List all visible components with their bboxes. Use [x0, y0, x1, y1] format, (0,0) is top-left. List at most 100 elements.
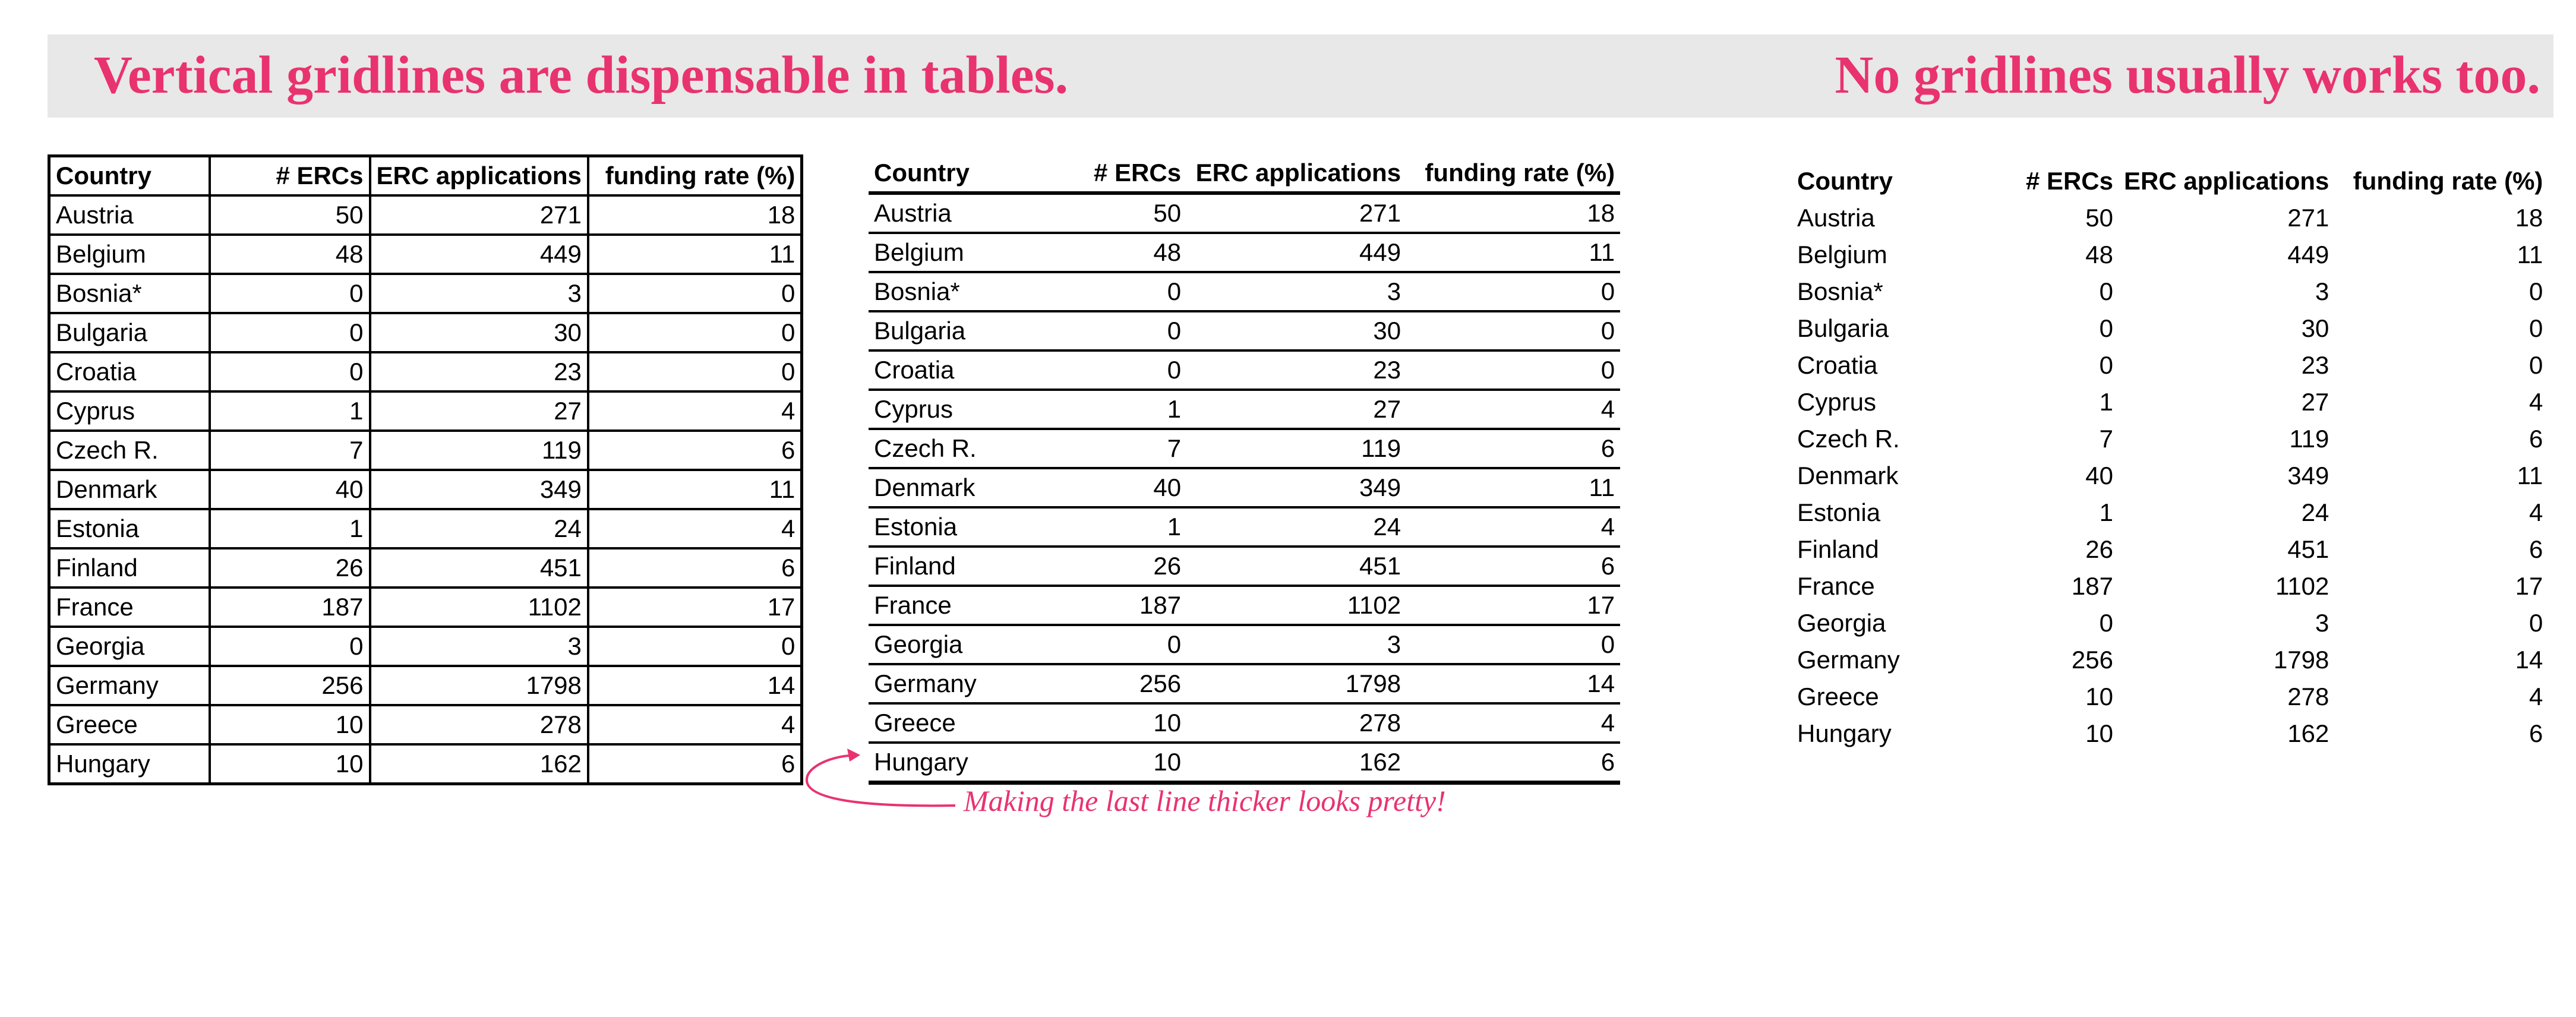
cell-ercs: 0: [2099, 351, 2113, 379]
cell-erc-applications: 449: [1186, 233, 1407, 273]
cell-funding-rate: 4: [2529, 498, 2543, 526]
cell-ercs: 0: [208, 312, 371, 353]
table-full-gridlines: Country # ERCs ERC applications funding rat…: [48, 154, 804, 785]
cell-ercs: 1: [1088, 507, 1187, 548]
cell-funding-rate: 0: [2529, 314, 2543, 342]
table-row: Croatia 0 23 0: [869, 350, 1621, 391]
cell-erc-applications: 3: [1186, 272, 1407, 312]
cell-ercs: 0: [208, 351, 371, 393]
cell-erc-applications: 27: [1186, 390, 1407, 430]
cell-country: Georgia: [48, 626, 211, 667]
cell-ercs: 0: [208, 626, 371, 667]
cell-erc-applications: 119: [368, 429, 589, 471]
cell-funding-rate: 18: [2515, 204, 2543, 232]
cell-funding-rate: 6: [2529, 425, 2543, 453]
cell-country: Denmark: [869, 468, 1088, 508]
cell-country: France: [48, 586, 211, 628]
table-row: France 187 1102 17: [869, 586, 1621, 626]
cell-funding-rate: 14: [2515, 646, 2543, 674]
cell-funding-rate: 4: [1406, 507, 1621, 548]
cell-erc-applications: 3: [2315, 609, 2329, 637]
header-funding-rate: funding rate (%): [1406, 154, 1621, 195]
cell-country: Estonia: [869, 507, 1088, 548]
cell-country: Germany: [48, 665, 211, 706]
table-row: Greece 10 278 4: [1792, 678, 2548, 715]
cell-ercs: 50: [1088, 193, 1187, 234]
cell-ercs: 26: [2085, 535, 2113, 563]
title-banner: [48, 34, 2553, 118]
table-row: Estonia 1 24 4: [48, 508, 803, 549]
cell-ercs: 0: [1088, 272, 1187, 312]
cell-country: Croatia: [869, 350, 1088, 391]
table-row: Hungary 10 162 6: [869, 743, 1621, 785]
cell-funding-rate: 17: [586, 586, 803, 628]
cell-funding-rate: 11: [2517, 241, 2543, 269]
cell-country: Belgium: [869, 233, 1088, 273]
table-row: Georgia 0 3 0: [869, 625, 1621, 665]
cell-ercs: 1: [2099, 498, 2113, 526]
cell-ercs: 1: [208, 508, 371, 549]
cell-funding-rate: 4: [1406, 703, 1621, 744]
cell-erc-applications: 162: [2287, 719, 2329, 747]
cell-erc-applications: 451: [368, 547, 589, 589]
header-ercs: # ERCs: [208, 154, 371, 197]
cell-funding-rate: 14: [1406, 664, 1621, 705]
cell-ercs: 256: [2071, 646, 2113, 674]
table-header-row: Country # ERCs ERC applications funding rat…: [1792, 163, 2548, 200]
cell-erc-applications: 349: [1186, 468, 1407, 508]
cell-ercs: 48: [2085, 241, 2113, 269]
cell-country: Finland: [869, 547, 1088, 587]
cell-ercs: 48: [208, 233, 371, 275]
cell-erc-applications: 349: [2287, 462, 2329, 489]
cell-funding-rate: 6: [586, 547, 803, 589]
cell-funding-rate: 0: [586, 273, 803, 314]
cell-erc-applications: 451: [2287, 535, 2329, 563]
table-row: Czech R. 7 119 6: [48, 429, 803, 471]
cell-funding-rate: 18: [1406, 193, 1621, 234]
cell-ercs: 256: [1088, 664, 1187, 705]
table-row: Germany 256 1798 14: [48, 665, 803, 706]
cell-country: Bulgaria: [869, 311, 1088, 352]
cell-funding-rate: 18: [586, 194, 803, 236]
table-row: Estonia 1 24 4: [869, 507, 1621, 548]
table-row: Estonia 1 24 4: [1792, 494, 2548, 531]
cell-country: Croatia: [1797, 351, 1878, 379]
cell-erc-applications: 23: [2301, 351, 2329, 379]
table-row: Hungary 10 162 6: [1792, 715, 2548, 752]
cell-country: Belgium: [1797, 241, 1887, 269]
cell-funding-rate: 4: [586, 390, 803, 432]
cell-ercs: 0: [1088, 350, 1187, 391]
cell-ercs: 40: [1088, 468, 1187, 508]
cell-ercs: 7: [208, 429, 371, 471]
table-row: Georgia 0 3 0: [48, 626, 803, 667]
cell-erc-applications: 27: [368, 390, 589, 432]
cell-erc-applications: 3: [1186, 625, 1407, 665]
table-horizontal-gridlines: Country # ERCs ERC applications funding rat…: [869, 154, 1621, 785]
cell-erc-applications: 278: [1186, 703, 1407, 744]
cell-funding-rate: 11: [586, 469, 803, 510]
curved-arrow-icon: [805, 748, 956, 807]
cell-funding-rate: 6: [1406, 429, 1621, 469]
cell-funding-rate: 0: [2529, 609, 2543, 637]
cell-erc-applications: 23: [368, 351, 589, 393]
cell-country: Austria: [869, 193, 1088, 234]
cell-funding-rate: 4: [2529, 683, 2543, 710]
cell-erc-applications: 451: [1186, 547, 1407, 587]
cell-ercs: 1: [208, 390, 371, 432]
cell-funding-rate: 6: [586, 743, 803, 785]
table-row: France 187 1102 17: [48, 586, 803, 628]
cell-funding-rate: 0: [1406, 625, 1621, 665]
cell-country: Germany: [1797, 646, 1900, 674]
cell-funding-rate: 6: [1406, 743, 1621, 785]
cell-country: Hungary: [48, 743, 211, 785]
cell-erc-applications: 162: [368, 743, 589, 785]
cell-country: Austria: [48, 194, 211, 236]
cell-ercs: 0: [1088, 311, 1187, 352]
table-row: Greece 10 278 4: [48, 704, 803, 746]
cell-funding-rate: 4: [1406, 390, 1621, 430]
cell-country: Bosnia*: [869, 272, 1088, 312]
cell-ercs: 10: [2085, 719, 2113, 747]
cell-erc-applications: 119: [2289, 425, 2329, 453]
table-row: Hungary 10 162 6: [48, 743, 803, 785]
table-row: Cyprus 1 27 4: [869, 390, 1621, 430]
